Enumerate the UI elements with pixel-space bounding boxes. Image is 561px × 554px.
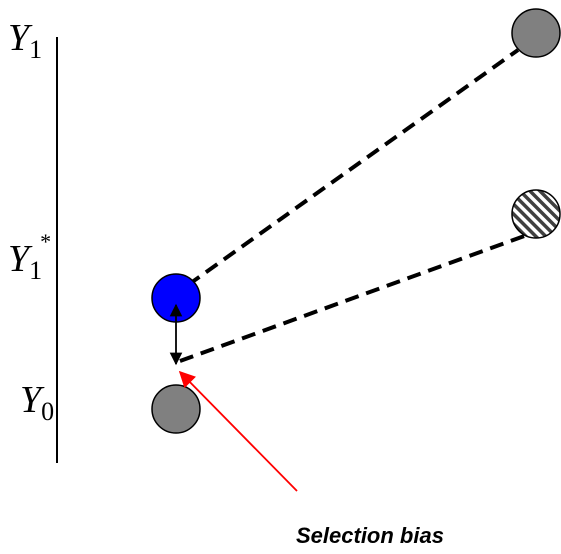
label-y1-star: Y1* — [8, 229, 51, 285]
dashed-line-to-top-node — [186, 48, 520, 287]
label-y0: Y0 — [20, 379, 54, 426]
top-right-gray-node — [511, 8, 561, 58]
hatched-counterfactual-node — [511, 189, 561, 239]
selection-bias-arrow — [178, 370, 298, 492]
selection-bias-label: Selection bias — [296, 523, 444, 548]
bottom-gray-node — [151, 384, 201, 434]
dashed-line-to-hatched-node — [179, 233, 528, 363]
label-y1: Y1 — [8, 17, 42, 64]
